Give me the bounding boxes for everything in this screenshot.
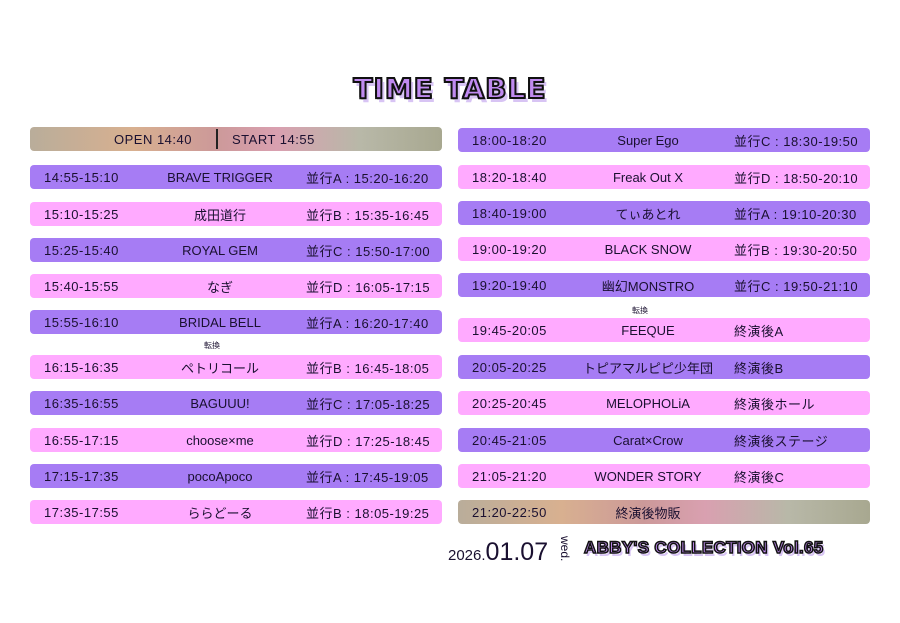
merch-row: 21:20-22:50 終演後物販 [458, 500, 870, 524]
slot-time: 18:40-19:00 [472, 205, 547, 221]
slot-extra: 並行B : 18:05-19:25 [306, 505, 430, 521]
slot-name: BRAVE TRIGGER [167, 169, 273, 185]
slot-name: 成田道行 [193, 207, 246, 223]
slot-time: 15:55-16:10 [44, 314, 119, 330]
transition-label: 転換 [204, 341, 220, 350]
start-time: START 14:55 [232, 131, 315, 147]
slot-time: 19:00-19:20 [472, 241, 547, 257]
slot-row: 20:25-20:45 MELOPHOLiA 終演後ホール [458, 391, 870, 415]
slot-name: 終演後物販 [615, 505, 681, 521]
slot-extra: 並行A : 17:45-19:05 [306, 469, 429, 485]
slot-time: 16:15-16:35 [44, 359, 119, 375]
slot-name: BRIDAL BELL [179, 314, 261, 330]
slot-extra: 並行B : 15:35-16:45 [306, 207, 430, 223]
slot-time: 16:55-17:15 [44, 432, 119, 448]
slot-extra: 並行A : 16:20-17:40 [306, 315, 429, 331]
event-name: ABBY'S COLLECTION Vol.65 [583, 537, 824, 558]
slot-time: 17:15-17:35 [44, 468, 119, 484]
slot-row: 15:55-16:10 BRIDAL BELL 並行A : 16:20-17:4… [30, 310, 442, 334]
slot-name: トピアマルピピ少年団 [582, 360, 713, 376]
date-day: 01.07 [485, 538, 549, 566]
open-time: OPEN 14:40 [114, 131, 192, 147]
slot-name: Freak Out X [612, 169, 684, 185]
page-title: TIME TABLE [352, 71, 547, 106]
transition-label: 転換 [632, 306, 648, 315]
slot-time: 21:05-21:20 [472, 468, 547, 484]
slot-time: 19:45-20:05 [472, 322, 547, 338]
slot-row: 16:35-16:55 BAGUUU! 並行C : 17:05-18:25 [30, 391, 442, 415]
slot-time: 15:10-15:25 [44, 206, 119, 222]
slot-extra: 終演後ホール [734, 396, 816, 412]
slot-row: 17:15-17:35 pocoApoco 並行A : 17:45-19:05 [30, 464, 442, 488]
slot-time: 14:55-15:10 [44, 169, 119, 185]
slot-time: 18:00-18:20 [472, 132, 547, 148]
slot-row: 19:00-19:20 BLACK SNOW 並行B : 19:30-20:50 [458, 237, 870, 261]
slot-row: 19:20-19:40 幽幻MONSTRO 並行C : 19:50-21:10 [458, 273, 870, 297]
slot-extra: 終演後A [734, 323, 784, 339]
slot-extra: 並行C : 18:30-19:50 [734, 133, 859, 149]
slot-extra: 終演後C [734, 469, 785, 485]
slot-time: 16:35-16:55 [44, 395, 119, 411]
slot-extra: 並行D : 18:50-20:10 [734, 170, 859, 186]
slot-name: MELOPHOLiA [606, 395, 690, 411]
slot-row: 19:45-20:05 FEEQUE 終演後A [458, 318, 870, 342]
slot-extra: 並行A : 19:10-20:30 [734, 206, 857, 222]
slot-extra: 並行D : 16:05-17:15 [306, 279, 431, 295]
slot-name: Carat×Crow [613, 432, 683, 448]
slot-row: 15:25-15:40 ROYAL GEM 並行C : 15:50-17:00 [30, 238, 442, 262]
slot-extra: 並行C : 17:05-18:25 [306, 396, 431, 412]
slot-extra: 並行C : 19:50-21:10 [734, 278, 859, 294]
slot-row: 16:55-17:15 choose×me 並行D : 17:25-18:45 [30, 428, 442, 452]
slot-name: BAGUUU! [190, 395, 250, 411]
slot-time: 15:25-15:40 [44, 242, 119, 258]
slot-extra: 並行B : 16:45-18:05 [306, 360, 430, 376]
slot-time: 20:05-20:25 [472, 359, 547, 375]
slot-row: 14:55-15:10 BRAVE TRIGGER 並行A : 15:20-16… [30, 165, 442, 189]
slot-extra: 並行C : 15:50-17:00 [306, 243, 431, 259]
event-weekday: wed. [558, 536, 572, 562]
slot-name: 幽幻MONSTRO [601, 278, 695, 294]
slot-name: FEEQUE [621, 322, 675, 338]
slot-time: 20:45-21:05 [472, 432, 547, 448]
slot-time: 20:25-20:45 [472, 395, 547, 411]
slot-time: 17:35-17:55 [44, 504, 119, 520]
slot-name: WONDER STORY [594, 468, 702, 484]
slot-row: 21:05-21:20 WONDER STORY 終演後C [458, 464, 870, 488]
slot-time: 19:20-19:40 [472, 277, 547, 293]
slot-extra: 終演後B [734, 360, 784, 376]
slot-name: BLACK SNOW [604, 241, 692, 257]
slot-row: 16:15-16:35 ペトリコール 並行B : 16:45-18:05 [30, 355, 442, 379]
slot-row: 18:40-19:00 てぃあとれ 並行A : 19:10-20:30 [458, 201, 870, 225]
slot-extra: 終演後ステージ [734, 433, 829, 449]
event-date: 2026.01.07 [448, 538, 548, 567]
slot-time: 21:20-22:50 [472, 504, 547, 520]
slot-time: 15:40-15:55 [44, 278, 119, 294]
slot-extra: 並行D : 17:25-18:45 [306, 433, 431, 449]
slot-extra: 並行A : 15:20-16:20 [306, 170, 429, 186]
open-start-bar: OPEN 14:40 START 14:55 [30, 127, 442, 151]
date-year: 2026. [448, 547, 486, 564]
slot-row: 18:20-18:40 Freak Out X 並行D : 18:50-20:1… [458, 165, 870, 189]
divider [216, 129, 218, 149]
slot-row: 17:35-17:55 ららどーる 並行B : 18:05-19:25 [30, 500, 442, 524]
slot-name: ペトリコール [180, 360, 259, 376]
slot-row: 15:40-15:55 なぎ 並行D : 16:05-17:15 [30, 274, 442, 298]
slot-name: てぃあとれ [615, 206, 681, 222]
slot-name: ROYAL GEM [182, 242, 258, 258]
slot-time: 18:20-18:40 [472, 169, 547, 185]
slot-name: ららどーる [187, 505, 253, 521]
slot-extra: 並行B : 19:30-20:50 [734, 242, 858, 258]
slot-name: choose×me [186, 432, 254, 448]
slot-row: 15:10-15:25 成田道行 並行B : 15:35-16:45 [30, 202, 442, 226]
slot-name: Super Ego [617, 132, 679, 148]
slot-row: 18:00-18:20 Super Ego 並行C : 18:30-19:50 [458, 128, 870, 152]
slot-row: 20:05-20:25 トピアマルピピ少年団 終演後B [458, 355, 870, 379]
slot-name: なぎ [206, 279, 233, 295]
slot-name: pocoApoco [187, 468, 253, 484]
slot-row: 20:45-21:05 Carat×Crow 終演後ステージ [458, 428, 870, 452]
